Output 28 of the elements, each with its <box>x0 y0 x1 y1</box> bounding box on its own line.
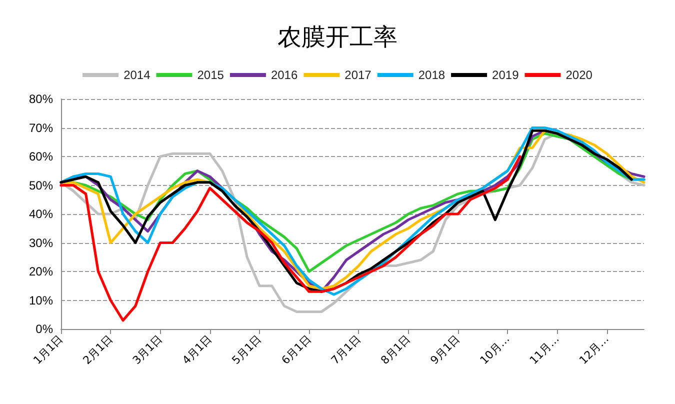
x-tick-label: 5月1日 <box>229 332 264 368</box>
y-tick-label: 50% <box>28 178 54 192</box>
x-tick-label: 8月1日 <box>378 332 413 368</box>
x-tick-label: 6月1日 <box>279 332 314 368</box>
x-tick-label: 7月1日 <box>328 332 364 368</box>
y-tick-label: 30% <box>28 236 54 250</box>
y-tick-label: 40% <box>28 207 54 221</box>
x-tick-label: 11月… <box>527 332 562 368</box>
line-series <box>60 155 522 322</box>
chart-title: 农膜开工率 <box>278 23 398 51</box>
legend-label: 2016 <box>270 68 298 82</box>
legend-label: 2019 <box>492 68 520 82</box>
x-tick-label: 12月… <box>576 332 612 368</box>
y-tick-label: 80% <box>28 92 54 106</box>
x-tick-label: 3月1日 <box>130 332 165 368</box>
x-tick-label: 9月1日 <box>428 332 463 368</box>
x-tick-label: 4月1日 <box>180 332 214 368</box>
y-tick-label: 60% <box>28 150 54 164</box>
y-tick-label: 20% <box>28 264 54 278</box>
y-tick-label: 10% <box>28 293 54 308</box>
y-tick-label: 70% <box>28 120 54 135</box>
legend-label: 2017 <box>344 68 372 82</box>
legend-label: 2018 <box>418 68 446 82</box>
legend-label: 2020 <box>566 68 593 82</box>
legend-label: 2014 <box>124 68 151 82</box>
x-tick-label: 2月1日 <box>80 332 116 368</box>
x-tick-label: 10月… <box>478 332 512 368</box>
legend-label: 2015 <box>197 68 224 82</box>
